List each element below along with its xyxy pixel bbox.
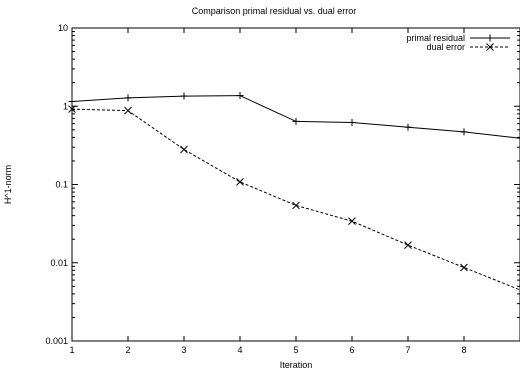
data-point-0 [292,117,300,125]
x-tick-label: 6 [349,345,354,355]
x-tick-label: 3 [181,345,186,355]
y-tick-label: 10 [58,23,68,33]
x-tick-label: 2 [125,345,130,355]
data-point-1 [292,201,300,210]
y-tick-label: 0.1 [55,180,68,190]
data-point-1 [236,178,244,186]
data-point-0 [68,98,76,106]
data-point-1 [460,263,468,272]
x-axis-label: Iteration [280,360,313,370]
data-point-1 [180,145,188,154]
x-tick-label: 1 [69,345,74,355]
legend-marker [486,34,494,42]
data-point-1 [124,106,132,115]
plot-frame [71,27,520,342]
data-point-1 [68,105,76,113]
series-line-0 [71,95,520,139]
y-tick-label: 0.001 [45,336,68,346]
y-tick-label: 1 [63,101,68,111]
legend-marker [486,43,494,51]
x-tick-label: 8 [461,345,466,355]
data-point-1 [404,241,412,249]
data-point-0 [124,94,132,102]
legend-entry-label: primal residual [406,33,465,43]
series-layer [68,92,520,291]
data-point-0 [404,123,412,131]
x-tick-label: 5 [293,345,298,355]
x-tick-label: 4 [237,345,242,355]
x-tick-label: 7 [405,345,410,355]
axis-ticks: 1 2 3 4 5 6 7 8 0.001 0.01 0.1 1 10 [45,23,520,355]
legend-entry-label: dual error [426,42,465,52]
y-axis-label: H^1-norm [3,165,13,204]
data-point-0 [236,92,244,100]
data-point-0 [460,128,468,136]
data-point-0 [348,118,356,126]
data-point-0 [180,92,188,100]
series-line-1 [71,108,520,291]
chart-title: Comparison primal residual vs. dual erro… [192,6,357,16]
y-tick-label: 0.01 [50,258,68,268]
data-point-1 [348,217,356,226]
